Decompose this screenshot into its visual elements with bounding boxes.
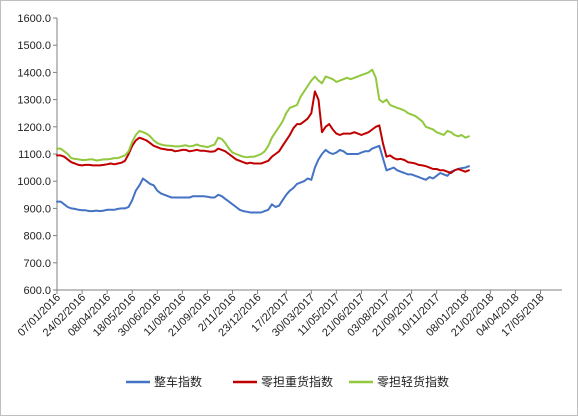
y-tick-label: 1100.0	[18, 149, 51, 161]
chart-axes: 600.0 700.0 800.0 900.0 1000.0 1100.0 1200.0 13…	[16, 13, 562, 339]
series-line-3	[56, 68, 470, 162]
series-line-2	[56, 90, 470, 174]
legend-label-2: 零担重货指数	[261, 374, 333, 389]
y-tick-label: 1300.0	[17, 95, 51, 107]
y-tick-label: 1000.0	[17, 176, 51, 188]
y-tick-label: 1600.0	[17, 13, 51, 25]
legend-label-3: 零担轻货指数	[377, 374, 449, 389]
y-tick-label: 600.0	[23, 285, 51, 297]
y-tick-label: 700.0	[23, 258, 51, 270]
y-tick-label: 1400.0	[17, 67, 51, 79]
y-tick-label: 800.0	[23, 231, 51, 243]
series-line-1	[56, 144, 470, 214]
series-layer	[56, 68, 470, 214]
y-tick-label: 900.0	[23, 203, 51, 215]
chart-legend: 整车指数 零担重货指数 零担轻货指数	[126, 374, 449, 389]
legend-label-1: 整车指数	[154, 374, 202, 389]
y-tick-label: 1500.0	[17, 40, 51, 52]
y-tick-label: 1200.0	[17, 122, 51, 134]
